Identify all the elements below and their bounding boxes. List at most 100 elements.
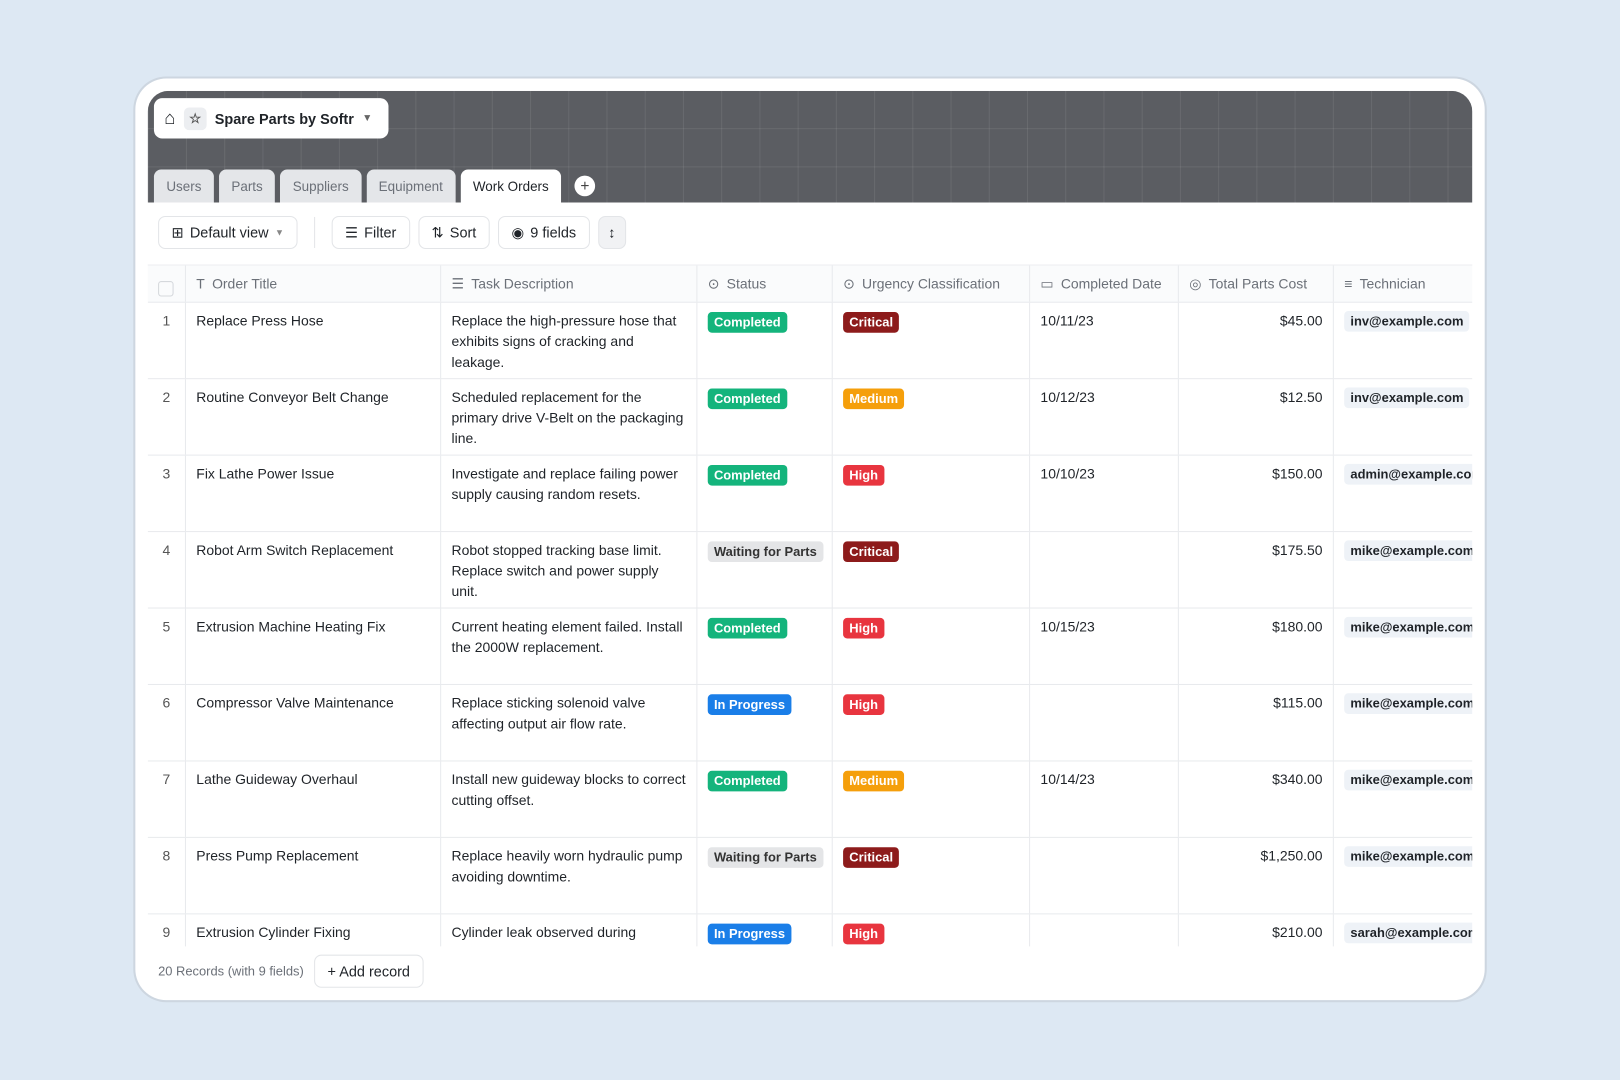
task-description[interactable]: Robot stopped tracking base limit. Repla… — [441, 532, 698, 608]
column-header[interactable]: ◎ Total Parts Cost — [1179, 265, 1334, 302]
status-cell[interactable]: Completed — [697, 608, 833, 684]
table-row[interactable]: 1 Replace Press Hose Replace the high-pr… — [147, 302, 1473, 380]
technician-cell[interactable]: sarah@example.com — [1334, 914, 1473, 946]
task-description[interactable]: Current heating element failed. Install … — [441, 608, 698, 684]
order-title[interactable]: Extrusion Machine Heating Fix — [186, 608, 442, 684]
table-row[interactable]: 9 Extrusion Cylinder Fixing Cylinder lea… — [148, 914, 1473, 947]
completed-date[interactable] — [1030, 837, 1179, 914]
column-header[interactable]: ⊙ Status — [697, 265, 833, 302]
status-cell[interactable]: Completed — [697, 379, 833, 455]
urgency-cell[interactable]: Critical — [833, 532, 1031, 608]
total-parts-cost[interactable]: $210.00 — [1179, 914, 1334, 947]
urgency-cell[interactable]: High — [833, 608, 1031, 684]
total-parts-cost[interactable]: $45.00 — [1179, 302, 1334, 379]
table-row[interactable]: 8 Press Pump Replacement Replace heavily… — [147, 837, 1473, 915]
technician-cell[interactable]: mike@example.com — [1334, 532, 1473, 607]
task-description[interactable]: Investigate and replace failing power su… — [441, 455, 698, 532]
urgency-cell[interactable]: High — [833, 455, 1031, 532]
status-cell[interactable]: In Progress — [697, 914, 833, 947]
column-header[interactable]: T Order Title — [186, 265, 442, 302]
view-selector[interactable]: ⊞ Default view ▼ — [158, 215, 298, 250]
technician-cell[interactable]: inv@example.com — [1334, 303, 1472, 378]
urgency-cell[interactable]: Critical — [833, 837, 1031, 914]
filter-button[interactable]: ☰ Filter — [331, 215, 410, 250]
star-icon[interactable]: ☆ — [183, 106, 207, 130]
completed-date[interactable]: 10/12/23 — [1030, 379, 1179, 455]
tab-parts[interactable]: Parts — [218, 169, 276, 203]
status-cell[interactable]: Completed — [697, 302, 833, 379]
status-badge: Completed — [707, 617, 787, 639]
add-record-button[interactable]: + Add record — [314, 954, 424, 988]
status-cell[interactable]: In Progress — [697, 685, 833, 761]
order-title[interactable]: Routine Conveyor Belt Change — [186, 379, 442, 455]
column-header[interactable]: ☰ Task Description — [441, 265, 698, 302]
column-header[interactable]: ▭ Completed Date — [1030, 265, 1179, 302]
table-row[interactable]: 2 Routine Conveyor Belt Change Scheduled… — [147, 379, 1473, 456]
completed-date[interactable]: 10/10/23 — [1030, 455, 1179, 532]
task-description[interactable]: Scheduled replacement for the primary dr… — [441, 379, 698, 455]
row-height-button[interactable]: ↕ — [597, 215, 626, 250]
tab-users[interactable]: Users — [153, 169, 214, 203]
total-parts-cost[interactable]: $115.00 — [1179, 685, 1334, 761]
home-icon[interactable]: ⌂ — [164, 107, 176, 129]
task-description[interactable]: Cylinder leak observed during — [441, 914, 698, 947]
row-number: 1 — [148, 302, 186, 379]
urgency-badge: Medium — [843, 388, 905, 410]
column-header[interactable]: ≡ Technician — [1334, 266, 1472, 302]
order-title[interactable]: Compressor Valve Maintenance — [186, 685, 442, 761]
task-description[interactable]: Replace sticking solenoid valve affectin… — [441, 685, 698, 761]
total-parts-cost[interactable]: $150.00 — [1179, 455, 1334, 532]
technician-cell[interactable]: inv@example.com — [1334, 379, 1472, 454]
app-switcher[interactable]: ⌂ ☆ Spare Parts by Softr ▼ — [153, 98, 389, 139]
technician-chip: mike@example.com — [1344, 540, 1473, 562]
total-parts-cost[interactable]: $175.50 — [1179, 532, 1334, 608]
status-cell[interactable]: Waiting for Parts — [697, 532, 833, 608]
technician-cell[interactable]: admin@example.com — [1334, 456, 1473, 531]
urgency-cell[interactable]: Medium — [833, 761, 1031, 837]
fields-button[interactable]: ◉ 9 fields — [498, 215, 590, 250]
technician-cell[interactable]: mike@example.com — [1334, 609, 1473, 684]
sort-button[interactable]: ⇅ Sort — [418, 215, 490, 250]
table-row[interactable]: 4 Robot Arm Switch Replacement Robot sto… — [147, 532, 1473, 609]
column-header[interactable]: ⊙ Urgency Classification — [833, 265, 1031, 302]
task-description[interactable]: Install new guideway blocks to correct c… — [441, 761, 698, 837]
completed-date[interactable] — [1030, 532, 1179, 608]
add-table-icon[interactable]: + — [574, 175, 596, 197]
completed-date[interactable] — [1030, 914, 1179, 947]
task-description[interactable]: Replace heavily worn hydraulic pump avoi… — [441, 837, 698, 914]
total-parts-cost[interactable]: $340.00 — [1179, 761, 1334, 837]
urgency-cell[interactable]: High — [833, 685, 1031, 761]
tab-work-orders[interactable]: Work Orders — [460, 169, 562, 203]
order-title[interactable]: Fix Lathe Power Issue — [186, 455, 442, 532]
order-title[interactable]: Robot Arm Switch Replacement — [186, 532, 442, 608]
tab-equipment[interactable]: Equipment — [366, 169, 456, 203]
completed-date[interactable]: 10/14/23 — [1030, 761, 1179, 837]
status-cell[interactable]: Waiting for Parts — [697, 837, 833, 914]
order-title[interactable]: Press Pump Replacement — [186, 837, 442, 914]
table-row[interactable]: 5 Extrusion Machine Heating Fix Current … — [147, 608, 1473, 686]
task-description[interactable]: Replace the high-pressure hose that exhi… — [441, 302, 698, 379]
table-row[interactable]: 6 Compressor Valve Maintenance Replace s… — [147, 685, 1473, 762]
urgency-cell[interactable]: High — [833, 914, 1031, 947]
order-title[interactable]: Extrusion Cylinder Fixing — [186, 914, 442, 947]
urgency-cell[interactable]: Medium — [833, 379, 1031, 455]
total-parts-cost[interactable]: $1,250.00 — [1179, 837, 1334, 914]
total-parts-cost[interactable]: $12.50 — [1179, 379, 1334, 455]
technician-chip: admin@example.com — [1344, 463, 1473, 485]
select-all-checkbox[interactable] — [158, 281, 174, 297]
status-cell[interactable]: Completed — [697, 761, 833, 837]
completed-date[interactable]: 10/11/23 — [1030, 302, 1179, 379]
completed-date[interactable] — [1030, 685, 1179, 761]
table-row[interactable]: 3 Fix Lathe Power Issue Investigate and … — [147, 455, 1473, 533]
table-row[interactable]: 7 Lathe Guideway Overhaul Install new gu… — [147, 761, 1473, 838]
total-parts-cost[interactable]: $180.00 — [1179, 608, 1334, 684]
order-title[interactable]: Replace Press Hose — [186, 302, 442, 379]
status-cell[interactable]: Completed — [697, 455, 833, 532]
completed-date[interactable]: 10/15/23 — [1030, 608, 1179, 684]
technician-cell[interactable]: mike@example.com — [1334, 838, 1473, 913]
urgency-cell[interactable]: Critical — [833, 302, 1031, 379]
technician-cell[interactable]: mike@example.com — [1334, 685, 1473, 760]
order-title[interactable]: Lathe Guideway Overhaul — [186, 761, 442, 837]
technician-cell[interactable]: mike@example.com — [1334, 761, 1473, 836]
tab-suppliers[interactable]: Suppliers — [280, 169, 362, 203]
